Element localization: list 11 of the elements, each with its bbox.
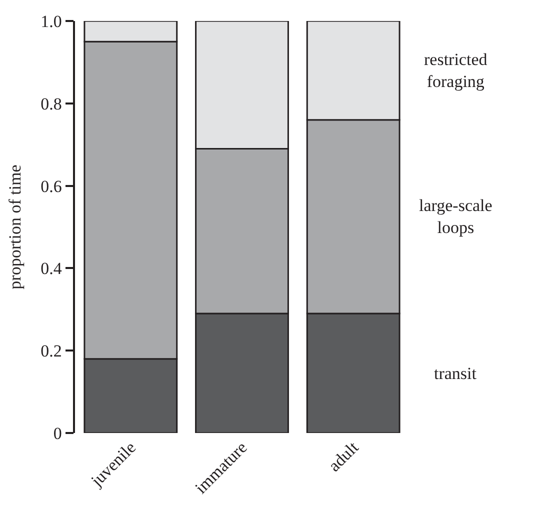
series-label: restricted foraging — [424, 50, 488, 92]
y-tick-label: 0.6 — [40, 176, 62, 196]
y-tick-label: 0 — [53, 424, 62, 443]
y-tick-label: 1.0 — [40, 12, 62, 31]
y-tick-label: 0.2 — [40, 342, 62, 361]
series-label: large-scale loops — [419, 196, 492, 238]
x-tick-label: adult — [324, 438, 362, 476]
text: transit — [434, 364, 477, 383]
y-tick-label: 0.4 — [40, 259, 62, 278]
y-tick-label: 0.8 — [40, 94, 62, 114]
y-axis-title: proportion of time — [6, 164, 25, 290]
